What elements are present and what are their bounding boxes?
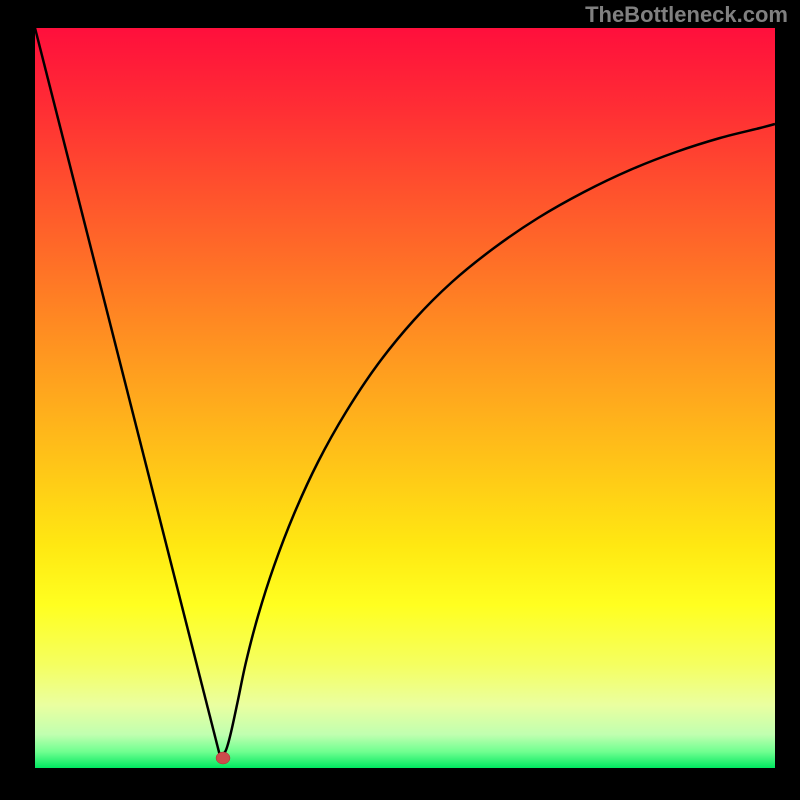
gradient-background — [35, 28, 775, 768]
plot-svg — [35, 28, 775, 768]
minimum-marker — [216, 752, 230, 764]
chart-frame: TheBottleneck.com — [0, 0, 800, 800]
plot-area — [35, 28, 775, 768]
watermark-text: TheBottleneck.com — [585, 2, 788, 28]
